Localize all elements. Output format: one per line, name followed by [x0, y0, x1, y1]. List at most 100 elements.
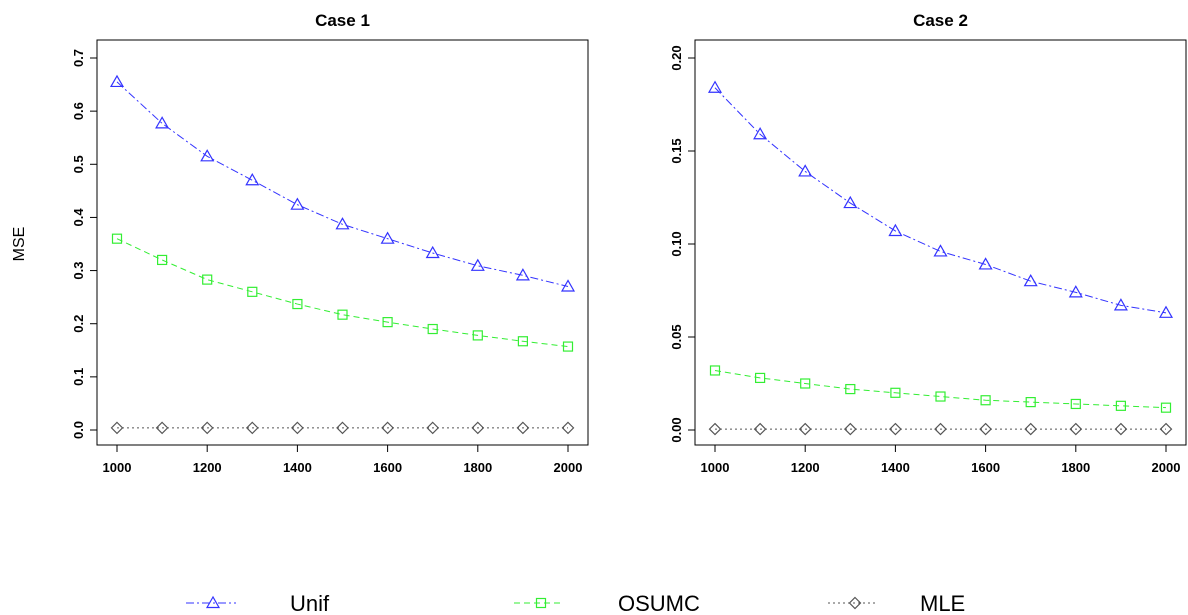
y-tick-label: 0.1	[71, 368, 86, 386]
legend-label-osumc: OSUMC	[618, 591, 700, 615]
data-point-osumc	[754, 372, 766, 384]
data-point-osumc	[1115, 400, 1127, 411]
data-point-mle	[1159, 422, 1173, 436]
data-point-mle	[110, 421, 124, 435]
data-point-mle	[708, 422, 722, 436]
data-point-osumc	[427, 323, 438, 335]
data-point-osumc	[157, 254, 168, 266]
x-tick-label: 2000	[1152, 460, 1181, 475]
data-point-osumc	[111, 233, 123, 244]
data-point-unif	[560, 279, 576, 292]
series-line-osumc	[116, 238, 569, 348]
y-axis-label: MSE	[11, 227, 28, 262]
data-point-osumc	[935, 391, 946, 402]
plot-frame	[96, 39, 589, 446]
x-tick-label: 1200	[193, 460, 222, 475]
data-point-unif	[425, 245, 440, 259]
data-point-osumc	[247, 286, 258, 297]
data-point-mle	[889, 422, 902, 436]
series-line-osumc	[714, 369, 1167, 409]
y-tick-label: 0.15	[669, 138, 684, 163]
y-tick-label: 0.05	[669, 324, 684, 349]
data-point-osumc	[472, 330, 483, 341]
panel-case-2: Case 2 0.00 0.05 0.10 0.15 0.20 1000 1200 1400 16…	[669, 11, 1187, 475]
data-point-osumc	[1160, 402, 1172, 413]
data-point-mle	[200, 421, 214, 435]
chart-title: Case 2	[913, 11, 968, 30]
data-point-unif	[798, 164, 813, 177]
data-point-osumc	[517, 336, 529, 347]
data-point-unif	[470, 258, 485, 271]
x-tick-label: 1800	[463, 460, 492, 475]
data-point-unif	[933, 244, 948, 257]
data-point-osumc	[709, 365, 721, 376]
y-tick-label: 0.5	[71, 155, 86, 173]
data-point-mle	[245, 421, 259, 435]
data-point-osumc	[1070, 398, 1081, 410]
data-point-unif	[335, 217, 350, 230]
data-point-osumc	[337, 309, 348, 320]
data-point-mle	[979, 422, 992, 436]
x-tick-label: 1800	[1061, 460, 1090, 475]
x-tick-label: 1000	[701, 460, 730, 475]
legend-label-mle: MLE	[920, 591, 965, 615]
diamond-icon	[848, 596, 862, 610]
y-tick-label: 0.7	[71, 49, 86, 67]
data-point-mle	[843, 422, 857, 436]
x-tick-label: 1600	[373, 460, 402, 475]
data-point-unif	[978, 257, 993, 270]
data-point-unif	[200, 149, 215, 162]
x-tick-label: 1000	[103, 460, 132, 475]
data-point-osumc	[980, 395, 991, 406]
data-point-mle	[1069, 422, 1083, 436]
y-tick-label: 0.10	[669, 231, 684, 256]
chart-title: Case 1	[315, 11, 370, 30]
x-tick-label: 1200	[791, 460, 820, 475]
triangle-icon	[205, 595, 221, 609]
y-tick-label: 0.2	[71, 315, 86, 333]
data-point-osumc	[382, 317, 393, 328]
y-tick-label: 0.4	[71, 208, 86, 227]
data-point-unif	[1023, 273, 1038, 287]
data-point-unif	[245, 173, 260, 186]
data-point-mle	[426, 421, 440, 435]
data-point-mle	[471, 421, 485, 435]
data-point-mle	[561, 421, 575, 435]
y-tick-label: 0.20	[669, 45, 684, 70]
data-point-osumc	[202, 274, 213, 285]
y-tick-label: 0.6	[71, 102, 86, 120]
data-point-osumc	[562, 341, 574, 352]
data-point-unif	[109, 74, 125, 88]
data-point-mle	[1114, 422, 1128, 436]
data-point-osumc	[800, 378, 811, 389]
x-tick-label: 2000	[554, 460, 583, 475]
data-point-osumc	[1025, 397, 1036, 408]
y-tick-label: 0.0	[71, 421, 86, 439]
data-point-osumc	[845, 383, 856, 395]
data-point-unif	[1158, 305, 1174, 318]
data-point-unif	[380, 231, 395, 244]
data-point-unif	[888, 223, 903, 237]
x-tick-label: 1400	[283, 460, 312, 475]
data-point-mle	[155, 421, 169, 435]
legend-label-unif: Unif	[290, 591, 330, 615]
square-icon	[535, 597, 547, 609]
data-point-mle	[516, 421, 530, 435]
data-point-unif	[515, 268, 530, 281]
data-point-mle	[291, 421, 304, 435]
data-point-unif	[290, 197, 305, 210]
data-point-unif	[707, 80, 723, 93]
data-point-unif	[1068, 285, 1083, 298]
series-line-unif	[714, 87, 1167, 314]
data-point-mle	[336, 421, 349, 435]
data-point-mle	[798, 422, 812, 436]
legend: Unif OSUMC MLE	[186, 591, 965, 615]
data-point-unif	[753, 127, 768, 140]
data-point-mle	[381, 421, 394, 435]
y-tick-label: 0.00	[669, 417, 684, 442]
data-point-unif	[1113, 298, 1128, 311]
y-tick-label: 0.3	[71, 262, 86, 280]
data-point-mle	[1024, 422, 1038, 436]
plot-frame	[694, 39, 1187, 446]
